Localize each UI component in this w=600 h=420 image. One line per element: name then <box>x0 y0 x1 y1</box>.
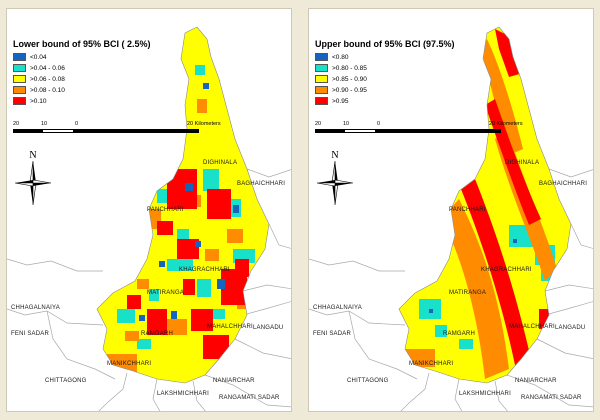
scale-label: 20 Kilometers <box>489 121 523 127</box>
map-canvas <box>309 26 593 411</box>
place-label: LANGADU <box>555 325 586 331</box>
place-label: RAMGARH <box>141 331 174 337</box>
admin-boundaries <box>7 168 291 411</box>
legend-label: >0.90 - 0.95 <box>332 86 367 94</box>
scale-bar: 20 10 0 20 Kilometers <box>13 121 221 133</box>
scale-bar: 20 10 0 20 Kilometers <box>315 121 523 133</box>
legend-swatch <box>315 75 328 83</box>
map-panel-lower-bound: Lower bound of 95% BCI ( 2.5%) <0.04 >0.… <box>6 8 292 412</box>
place-label: LAKSHMICHHARI <box>157 391 209 397</box>
legend-label: >0.06 - 0.08 <box>30 75 65 83</box>
place-label: MATIRANGA <box>147 290 185 296</box>
legend-item: >0.08 - 0.10 <box>13 85 151 95</box>
place-label: MAHALCHHARI <box>509 324 555 330</box>
legend-item: <0.80 <box>315 52 455 62</box>
legend-swatch <box>315 97 328 105</box>
legend-item: >0.85 - 0.90 <box>315 74 455 84</box>
place-label: MANIKCHHARI <box>409 361 454 367</box>
place-label: RAMGARH <box>443 331 476 337</box>
legend: Lower bound of 95% BCI ( 2.5%) <0.04 >0.… <box>13 39 151 107</box>
legend-title: Upper bound of 95% BCI (97.5%) <box>315 39 455 49</box>
legend-item: >0.80 - 0.85 <box>315 63 455 73</box>
place-label: CHHAGALNAIYA <box>11 305 60 311</box>
place-label: KHAGRACHHARI <box>179 267 230 273</box>
compass-icon: N <box>316 150 354 206</box>
scale-track <box>315 129 501 133</box>
legend-title: Lower bound of 95% BCI ( 2.5%) <box>13 39 151 49</box>
legend-swatch <box>315 53 328 61</box>
scale-label: 10 <box>343 121 350 127</box>
scale-label: 0 <box>377 121 381 127</box>
north-label: N <box>29 150 36 161</box>
scale-label: 10 <box>41 121 48 127</box>
legend-item: <0.04 <box>13 52 151 62</box>
place-label: CHHAGALNAIYA <box>313 305 362 311</box>
legend-label: >0.80 - 0.85 <box>332 64 367 72</box>
place-label: NANIARCHAR <box>515 378 557 384</box>
place-label: DIGHINALA <box>203 160 238 166</box>
legend-item: >0.04 - 0.06 <box>13 63 151 73</box>
place-label: MAHALCHHARI <box>207 324 253 330</box>
place-label: BAGHAICHHARI <box>539 181 588 187</box>
place-label: MANIKCHHARI <box>107 361 152 367</box>
place-label: KHAGRACHHARI <box>481 267 532 273</box>
scale-track <box>13 129 199 133</box>
place-label: LAKSHMICHHARI <box>459 391 511 397</box>
scale-label: 20 Kilometers <box>187 121 221 127</box>
map-canvas <box>7 26 291 411</box>
place-label: MATIRANGA <box>449 290 487 296</box>
legend-swatch <box>13 97 26 105</box>
legend-item: >0.95 <box>315 96 455 106</box>
place-label: CHITTAGONG <box>45 378 87 384</box>
legend-swatch <box>13 53 26 61</box>
place-label: RANGAMATI SADAR <box>219 395 280 401</box>
legend-label: >0.10 <box>30 97 47 105</box>
place-label: DIGHINALA <box>505 160 540 166</box>
legend-swatch <box>13 64 26 72</box>
admin-boundaries <box>309 168 593 411</box>
place-label: FENI SADAR <box>313 331 352 337</box>
legend-label: >0.08 - 0.10 <box>30 86 65 94</box>
place-label: FENI SADAR <box>11 331 50 337</box>
north-arrow: N <box>315 149 355 207</box>
legend-swatch <box>315 64 328 72</box>
place-label: PANCHHARI <box>147 207 184 213</box>
scale-label: 20 <box>315 121 322 127</box>
north-label: N <box>331 150 338 161</box>
place-label: BAGHAICHHARI <box>237 181 286 187</box>
map-panel-upper-bound: Upper bound of 95% BCI (97.5%) <0.80 >0.… <box>308 8 594 412</box>
legend-label: >0.04 - 0.06 <box>30 64 65 72</box>
place-label: NANIARCHAR <box>213 378 255 384</box>
legend-swatch <box>315 86 328 94</box>
legend-item: >0.06 - 0.08 <box>13 74 151 84</box>
place-label: RANGAMATI SADAR <box>521 395 582 401</box>
place-label: CHITTAGONG <box>347 378 389 384</box>
legend-label: >0.95 <box>332 97 349 105</box>
legend-swatch <box>13 75 26 83</box>
compass-icon: N <box>14 150 52 206</box>
legend-item: >0.90 - 0.95 <box>315 85 455 95</box>
legend-label: <0.04 <box>30 53 47 61</box>
scale-label: 0 <box>75 121 79 127</box>
place-label: PANCHHARI <box>449 207 486 213</box>
place-label: LANGADU <box>253 325 284 331</box>
legend-item: >0.10 <box>13 96 151 106</box>
legend-label: >0.85 - 0.90 <box>332 75 367 83</box>
north-arrow: N <box>13 149 53 207</box>
scale-label: 20 <box>13 121 20 127</box>
legend-swatch <box>13 86 26 94</box>
legend: Upper bound of 95% BCI (97.5%) <0.80 >0.… <box>315 39 455 107</box>
legend-label: <0.80 <box>332 53 349 61</box>
